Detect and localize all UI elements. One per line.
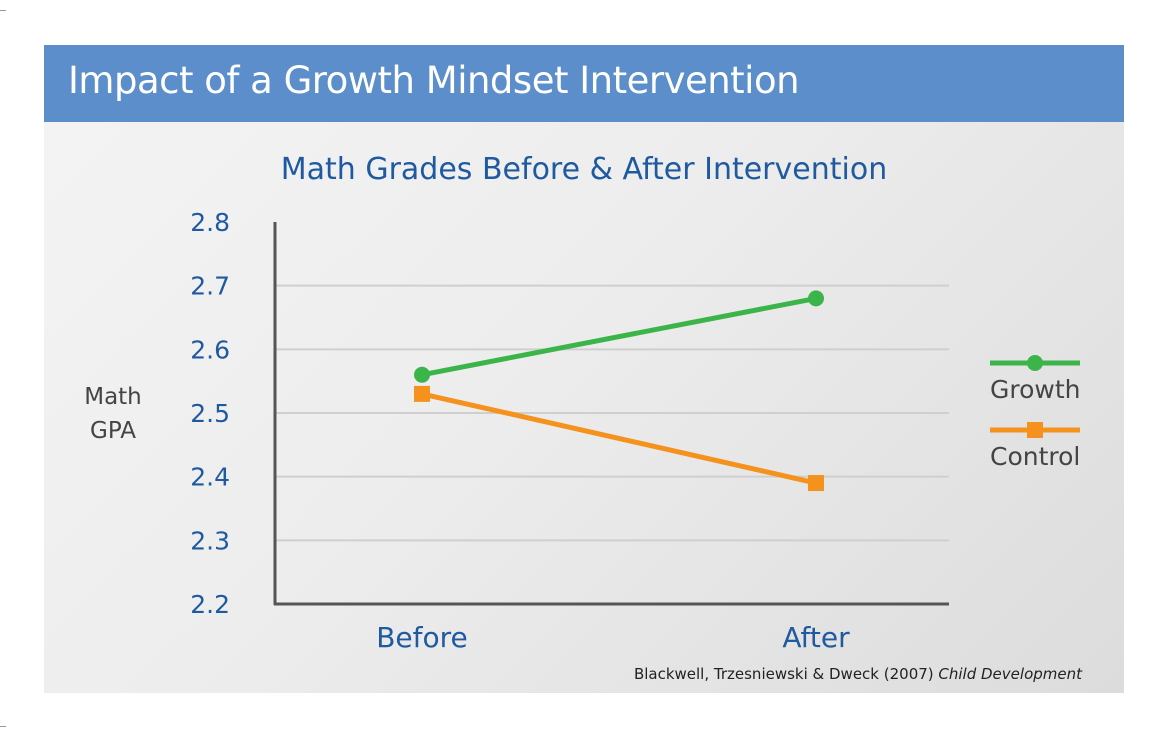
y-tick-label: 2.6 — [190, 335, 230, 364]
data-point-growth — [414, 366, 430, 383]
y-tick-label: 2.3 — [190, 526, 230, 555]
y-tick-labels: 2.2 2.3 2.4 2.5 2.6 2.7 2.8 — [190, 208, 230, 619]
chart-card: Impact of a Growth Mindset Intervention … — [44, 45, 1124, 693]
legend-marker-growth — [1027, 355, 1043, 371]
x-category-label: Before — [376, 621, 468, 654]
data-point-control — [808, 475, 824, 492]
corner-mark-top — [0, 10, 6, 11]
header-bar: Impact of a Growth Mindset Intervention — [44, 45, 1124, 122]
chart-title: Math Grades Before & After Intervention — [281, 152, 887, 187]
y-axis-label-line1: Math — [84, 384, 142, 410]
data-point-growth — [808, 290, 824, 307]
y-axis-label-line2: GPA — [90, 418, 136, 444]
y-tick-label: 2.5 — [190, 399, 230, 428]
series-line-control — [419, 391, 819, 486]
axes — [273, 222, 949, 606]
source-authors: Blackwell, Trzesniewski & Dweck (2007) — [634, 665, 938, 683]
x-category-labels: Before After — [376, 621, 850, 654]
page-title: Impact of a Growth Mindset Intervention — [68, 59, 800, 102]
corner-mark-bottom — [0, 726, 6, 727]
legend: Growth Control — [990, 355, 1081, 471]
source-journal: Child Development — [938, 665, 1083, 683]
series-lines — [414, 290, 824, 492]
legend-label-growth: Growth — [990, 375, 1081, 404]
y-tick-label: 2.8 — [190, 208, 230, 237]
y-tick-label: 2.2 — [190, 590, 230, 619]
x-category-label: After — [782, 621, 850, 654]
legend-label-control: Control — [990, 442, 1080, 471]
line-chart: Math Grades Before & After Intervention … — [84, 152, 1083, 683]
source-citation: Blackwell, Trzesniewski & Dweck (2007) C… — [634, 665, 1083, 683]
y-tick-label: 2.4 — [190, 463, 230, 492]
series-line-growth — [419, 295, 819, 378]
y-tick-label: 2.7 — [190, 272, 230, 301]
data-point-control — [414, 385, 430, 402]
legend-marker-control — [1027, 422, 1043, 438]
grid-lines — [275, 284, 949, 542]
